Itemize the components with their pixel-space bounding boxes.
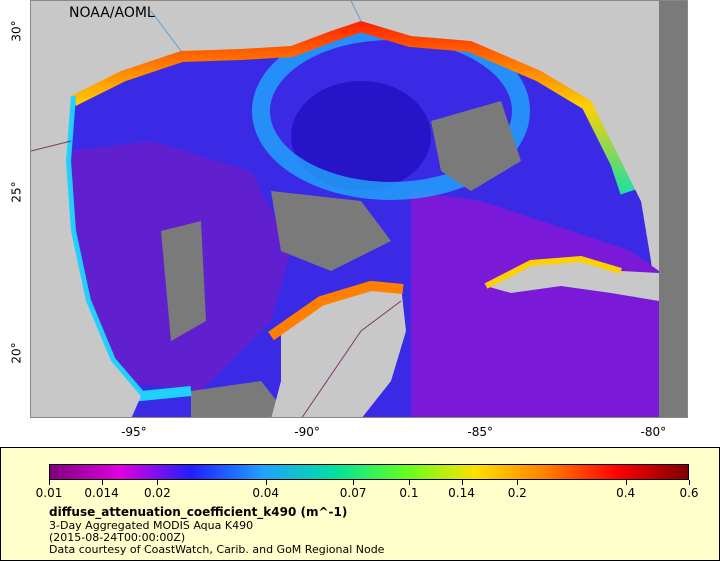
colorbar-tick-label: 0.07 [339, 486, 367, 500]
land-usa [31, 1, 687, 201]
colorbar-tick-label: 0.01 [35, 486, 63, 500]
latitude-tick-label: 25° [9, 181, 24, 203]
land-mexico-west [31, 96, 141, 417]
colorbar-tick-label: 0.014 [84, 486, 119, 500]
land-florida [591, 1, 659, 201]
credit-label: NOAA/AOML [69, 5, 155, 21]
colorbar-tick [265, 480, 267, 485]
colorbar-tick-label: 0.6 [679, 486, 699, 500]
colorbar-tick [625, 480, 627, 485]
colorbar-tick-label: 0.14 [448, 486, 475, 500]
colorbar-tick [49, 480, 50, 485]
legend-panel: 0.01 0.014 0.02 0.04 0.07 0.1 0.14 0.2 0.4 0.6 di… [0, 447, 720, 561]
colorbar-tick [101, 480, 103, 485]
variable-title: diffuse_attenuation_coefficient_k490 (m^… [49, 505, 348, 519]
yucatan-coast-band [268, 280, 404, 341]
cuba-coast-band [484, 255, 622, 289]
cloud-gap-west [161, 221, 206, 341]
colorbar-tick-label: 0.4 [616, 486, 636, 500]
k490-map[interactable] [31, 1, 688, 418]
colorbar-tick [408, 480, 410, 485]
cloud-gap-east [431, 101, 521, 191]
colorbar [49, 464, 689, 480]
cloud-gap-south [191, 381, 290, 417]
date-label: (2015-08-24T00:00:00Z) [49, 531, 186, 544]
latitude-tick-label: 30° [9, 20, 24, 42]
no-data-strip [659, 1, 687, 417]
colorbar-tick [689, 480, 690, 485]
longitude-tick-label: -90° [294, 425, 320, 439]
river [150, 10, 182, 52]
map-panel[interactable]: NOAA/AOML [30, 0, 688, 418]
colorbar-tick-label: 0.1 [399, 486, 419, 500]
cloud-gap-central [271, 191, 391, 271]
offshore-low-region [411, 191, 659, 417]
border [301, 300, 402, 417]
land-yucatan [271, 286, 406, 417]
longitude-tick-label: -95° [121, 425, 147, 439]
colorbar-tick-label: 0.04 [252, 486, 280, 500]
colorbar-tick-label: 0.02 [143, 486, 171, 500]
colorbar-tick [517, 480, 519, 485]
dataset-title: 3-Day Aggregated MODIS Aqua K490 [49, 519, 254, 532]
longitude-tick-label: -80° [640, 425, 667, 439]
colorbar-tick [157, 480, 159, 485]
colorbar-tick [461, 480, 463, 485]
latitude-tick-label: 20° [9, 342, 24, 364]
loop-current-region [291, 81, 431, 191]
border [31, 140, 72, 152]
longitude-tick-label: -85° [467, 425, 494, 439]
river [350, 1, 362, 22]
colorbar-tick-label: 0.2 [507, 486, 527, 500]
data-credit: Data courtesy of CoastWatch, Carib. and … [49, 543, 385, 556]
colorbar-tick [353, 480, 355, 485]
